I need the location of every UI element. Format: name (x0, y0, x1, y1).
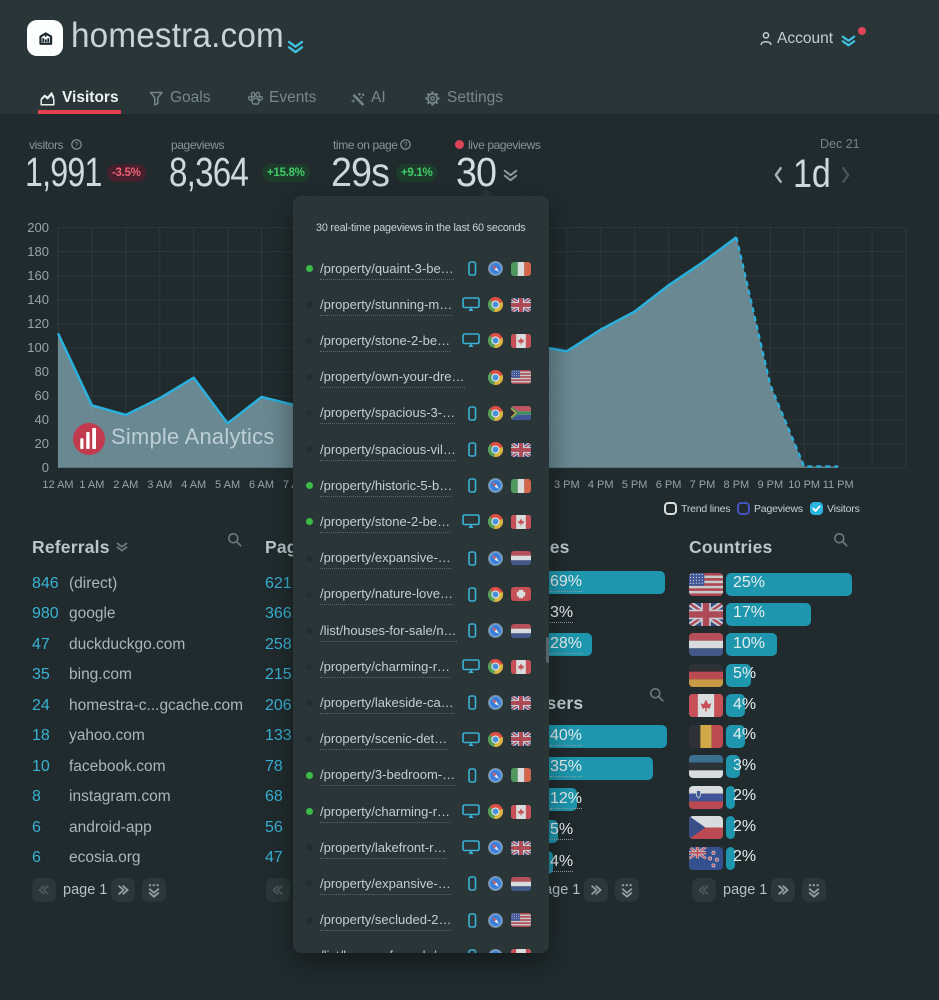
svg-text:4 AM: 4 AM (181, 479, 206, 491)
svg-text:2 AM: 2 AM (113, 479, 138, 491)
svg-text:3 AM: 3 AM (147, 479, 172, 491)
svg-text:200: 200 (27, 220, 49, 235)
svg-text:180: 180 (27, 244, 49, 259)
svg-text:7 PM: 7 PM (690, 479, 716, 491)
svg-text:11 PM: 11 PM (823, 479, 854, 491)
svg-text:40: 40 (35, 412, 49, 427)
svg-text:160: 160 (27, 268, 49, 283)
svg-text:4 PM: 4 PM (588, 479, 614, 491)
svg-text:8 PM: 8 PM (724, 479, 750, 491)
svg-text:6 PM: 6 PM (656, 479, 682, 491)
svg-text:3 PM: 3 PM (554, 479, 580, 491)
svg-text:60: 60 (35, 388, 49, 403)
svg-text:6 AM: 6 AM (249, 479, 274, 491)
svg-text:9 PM: 9 PM (757, 479, 783, 491)
svg-text:5 PM: 5 PM (622, 479, 648, 491)
svg-text:80: 80 (35, 364, 49, 379)
svg-text:?: ? (403, 140, 407, 149)
svg-text:?: ? (74, 140, 78, 149)
svg-text:10 PM: 10 PM (788, 479, 820, 491)
svg-text:12 AM: 12 AM (42, 479, 73, 491)
svg-text:5 AM: 5 AM (215, 479, 240, 491)
svg-text:120: 120 (27, 316, 49, 331)
svg-text:0: 0 (42, 460, 49, 475)
svg-text:1 AM: 1 AM (79, 479, 104, 491)
svg-text:100: 100 (27, 340, 49, 355)
svg-text:20: 20 (35, 436, 49, 451)
svg-text:140: 140 (27, 292, 49, 307)
